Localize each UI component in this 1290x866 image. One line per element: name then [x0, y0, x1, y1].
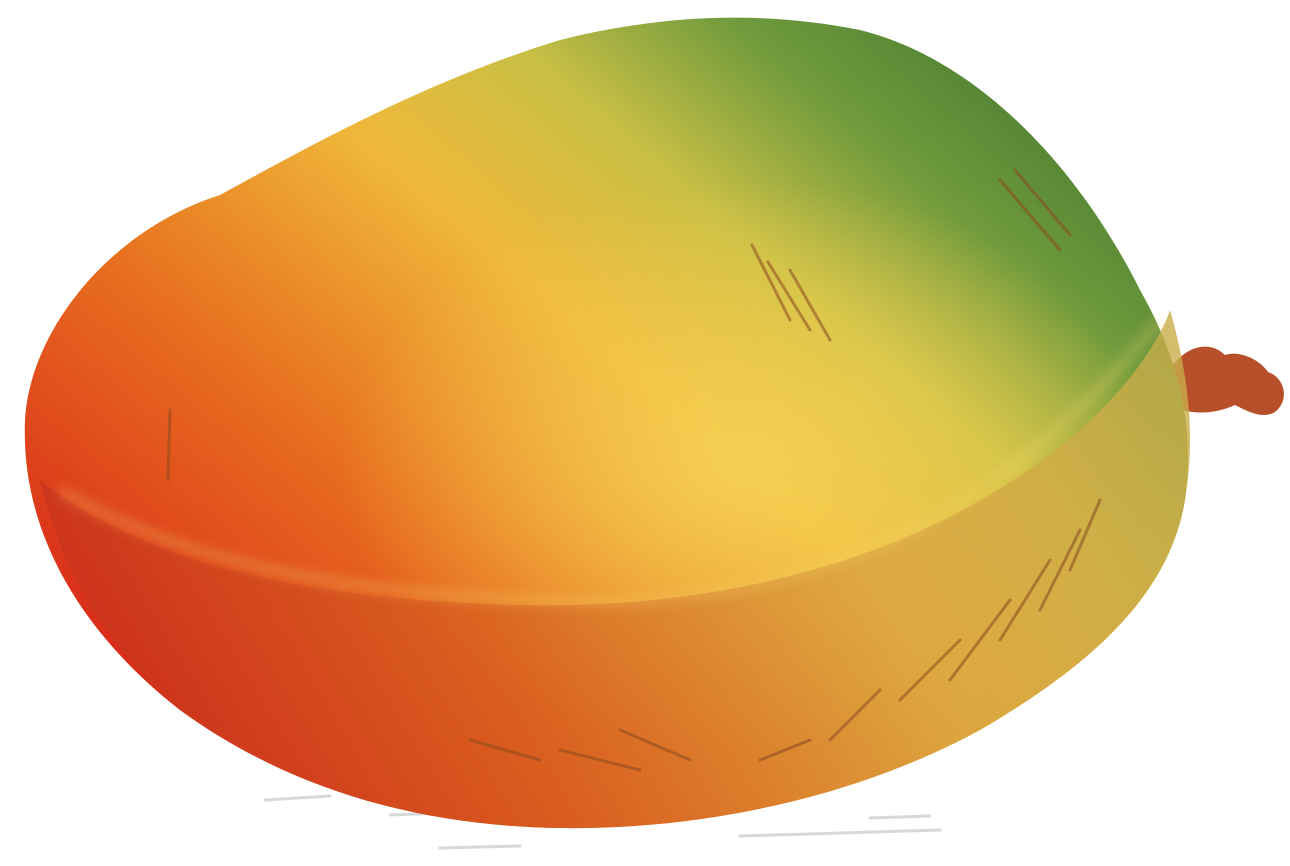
skin-streaks [166, 168, 1102, 772]
stem [1170, 346, 1284, 415]
shadow-strokes [263, 794, 942, 850]
ridge-highlight [58, 318, 1163, 606]
